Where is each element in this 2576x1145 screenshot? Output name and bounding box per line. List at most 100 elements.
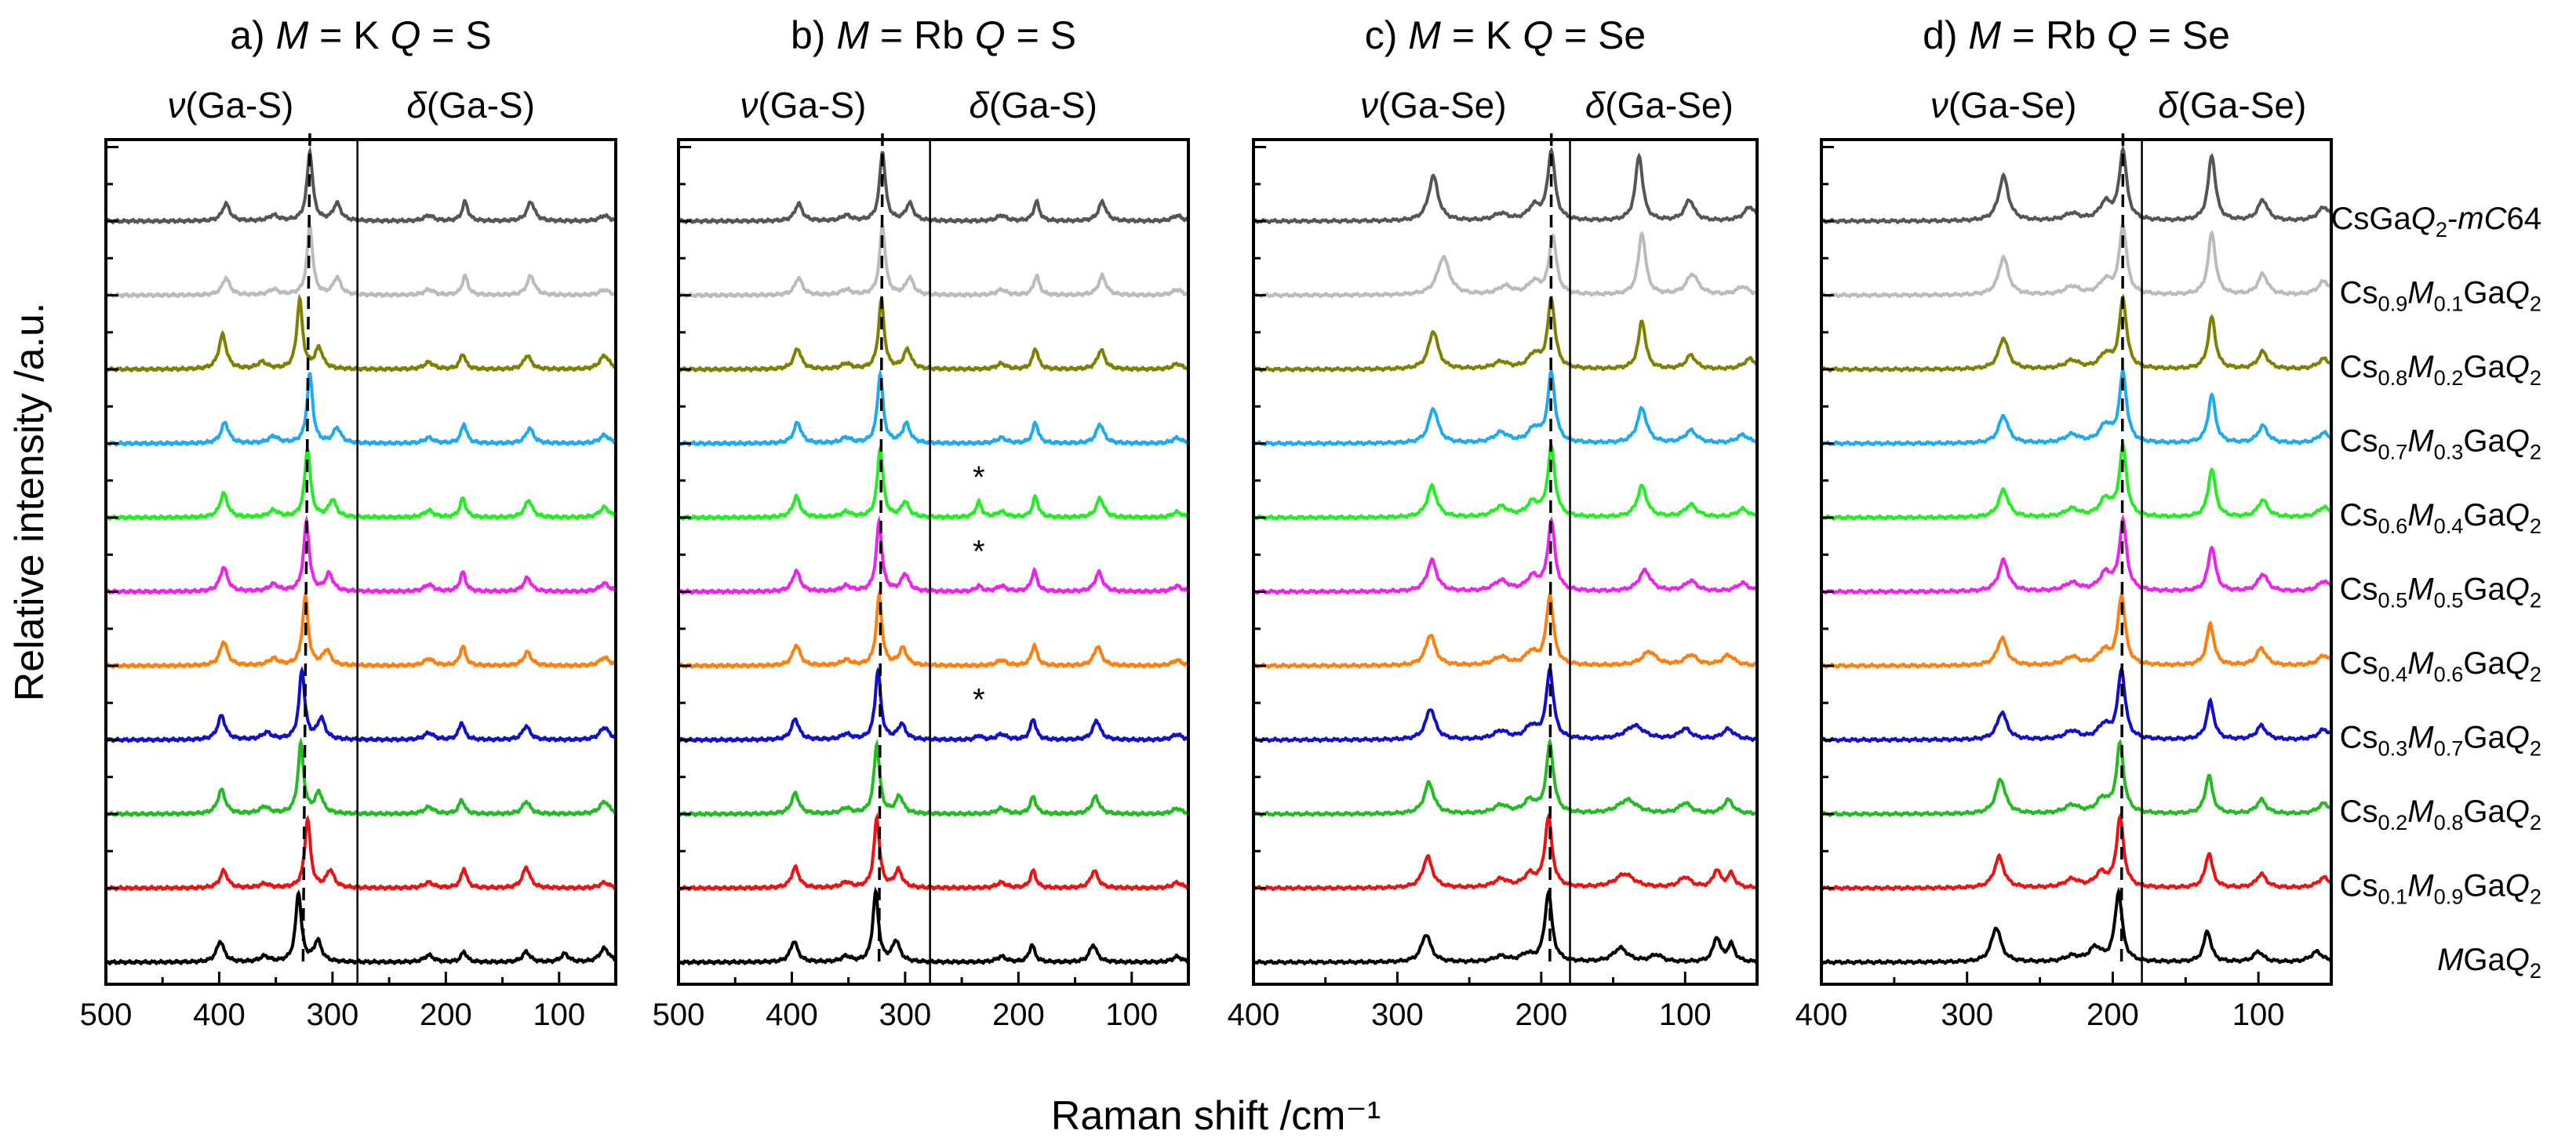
spectrum-7 — [105, 591, 617, 670]
stretching-region-label: ν(Ga-Se) — [1930, 85, 2077, 125]
x-tick-label: 300 — [1371, 998, 1424, 1032]
spectrum-8 — [1252, 663, 1758, 743]
spectrum-1 — [104, 146, 617, 225]
legend-label: Cs0.2M0.8GaQ2 — [2340, 794, 2541, 834]
spectrum-10 — [1252, 812, 1758, 892]
spectrum-2 — [1252, 231, 1758, 299]
spectrum-3 — [1252, 295, 1758, 373]
spectrum-6 — [1820, 514, 2333, 595]
x-tick-label: 400 — [1796, 998, 1848, 1032]
panel-title: b) M = Rb Q = S — [791, 13, 1076, 57]
stretching-region-label: ν(Ga-S) — [740, 85, 866, 125]
panels: a) M = K Q = S ν(Ga-S) δ(Ga-S) 500 400 300 200… — [80, 13, 2333, 1032]
legend-label: Cs0.7M0.3GaQ2 — [2340, 424, 2541, 464]
spectrum-11 — [104, 889, 617, 966]
legend-label: Cs0.8M0.2GaQ2 — [2340, 350, 2541, 390]
legend-label: Cs0.4M0.6GaQ2 — [2340, 646, 2541, 686]
x-tick-label: 400 — [766, 998, 818, 1032]
spectrum-1 — [678, 151, 1190, 225]
x-tick-label: 200 — [420, 998, 472, 1032]
spectrum-5 — [1820, 439, 2333, 522]
spectrum-10 — [677, 812, 1190, 892]
stretching-region-label: ν(Ga-S) — [167, 85, 293, 125]
panel-b: b) M = Rb Q = S ν(Ga-S) δ(Ga-S) * * * 500 400 30… — [653, 13, 1190, 1032]
dashed-guide-line — [301, 133, 311, 965]
spectrum-5 — [1253, 442, 1758, 522]
spectrum-6 — [104, 514, 617, 595]
spectrum-4 — [1252, 368, 1758, 447]
spectrum-4 — [1821, 365, 2333, 447]
panel-title: c) M = K Q = Se — [1365, 13, 1646, 57]
spectrum-2 — [677, 224, 1190, 299]
spectrum-6 — [1253, 516, 1758, 595]
x-tick-label: 500 — [80, 998, 133, 1032]
x-axis-title: Raman shift /cm⁻¹ — [1051, 1093, 1381, 1139]
spectrum-11 — [1820, 886, 2333, 966]
stretching-region-label: ν(Ga-Se) — [1360, 85, 1507, 125]
x-tick-label: 400 — [193, 998, 246, 1032]
asterisk-marker: * — [973, 535, 985, 569]
spectrum-9 — [104, 736, 617, 818]
x-tick-label: 200 — [1515, 998, 1567, 1032]
spectrum-7 — [678, 588, 1190, 670]
x-tick-label: 500 — [653, 998, 705, 1032]
plot-frame — [104, 138, 617, 986]
x-tick-label: 100 — [1105, 998, 1158, 1032]
spectrum-8 — [1821, 664, 2333, 743]
spectrum-5 — [104, 445, 617, 522]
x-tick-label: 400 — [1228, 998, 1280, 1032]
spectrum-2 — [104, 219, 617, 299]
spectrum-7 — [1253, 590, 1758, 670]
legend-label: CsGaQ2-mC64 — [2330, 202, 2541, 242]
asterisk-marker: * — [973, 683, 985, 718]
x-tick-label: 300 — [1941, 998, 1993, 1032]
asterisk-marker: * — [973, 460, 985, 495]
spectrum-9 — [677, 738, 1190, 818]
panel-d: d) M = Rb Q = Se ν(Ga-Se) δ(Ga-Se) 400 300 20… — [1796, 13, 2333, 1032]
spectrum-11 — [1253, 889, 1758, 966]
spectrum-1 — [1253, 147, 1759, 225]
x-tick-label: 100 — [1659, 998, 1712, 1032]
spectrum-7 — [1821, 591, 2333, 670]
legend-label: MGaQ2 — [2437, 943, 2541, 983]
spectrum-3 — [1821, 293, 2333, 373]
y-axis-title: Relative intensity /a.u. — [7, 303, 53, 702]
spectrum-8 — [677, 667, 1190, 743]
bending-region-label: δ(Ga-Se) — [2158, 85, 2306, 125]
x-tick-label: 100 — [533, 998, 585, 1032]
legend-label: Cs0.6M0.4GaQ2 — [2340, 498, 2541, 538]
panel-title: d) M = Rb Q = Se — [1923, 13, 2230, 57]
bending-region-label: δ(Ga-Se) — [1585, 85, 1734, 125]
spectrum-9 — [1252, 736, 1759, 818]
spectrum-5 — [677, 443, 1190, 522]
legend-label: Cs0.9M0.1GaQ2 — [2340, 276, 2541, 316]
x-tick-label: 300 — [879, 998, 932, 1032]
spectrum-4 — [104, 372, 617, 448]
x-tick-label: 100 — [2232, 998, 2285, 1032]
spectrum-3 — [104, 293, 617, 373]
legend-label: Cs0.3M0.7GaQ2 — [2340, 721, 2541, 761]
spectrum-10 — [1821, 812, 2333, 892]
spectrum-2 — [1821, 220, 2333, 299]
spectrum-6 — [678, 515, 1189, 595]
spectrum-8 — [104, 666, 617, 743]
x-tick-label: 300 — [307, 998, 359, 1032]
spectrum-3 — [677, 295, 1190, 373]
legend-label: Cs0.1M0.9GaQ2 — [2340, 869, 2541, 909]
legend: CsGaQ2-mC64 Cs0.9M0.1GaQ2 Cs0.8M0.2GaQ2 Cs0… — [2330, 202, 2541, 983]
legend-label: Cs0.5M0.5GaQ2 — [2340, 572, 2541, 612]
bending-region-label: δ(Ga-S) — [406, 85, 535, 125]
spectrum-11 — [677, 886, 1190, 966]
panel-title: a) M = K Q = S — [230, 13, 492, 57]
x-tick-label: 200 — [2087, 998, 2139, 1032]
x-tick-label: 200 — [992, 998, 1045, 1032]
plot-frame — [1820, 138, 2333, 986]
panel-a: a) M = K Q = S ν(Ga-S) δ(Ga-S) 500 400 300 200… — [80, 13, 617, 1032]
spectrum-9 — [1821, 739, 2333, 818]
dashed-guide-line — [2119, 133, 2125, 965]
spectrum-4 — [677, 368, 1190, 447]
plot-frame — [677, 138, 1190, 986]
dashed-guide-line — [1548, 133, 1553, 965]
spectrum-1 — [1821, 144, 2333, 225]
